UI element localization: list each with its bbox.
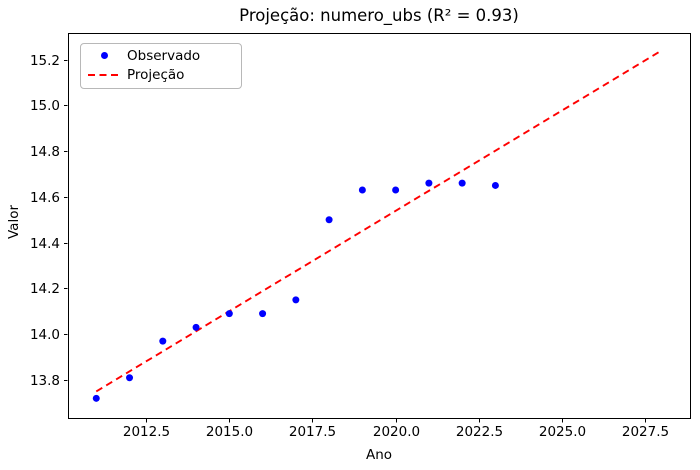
data-point [491,181,499,189]
data-point [225,310,233,318]
x-axis-label: Ano [365,447,393,463]
data-point [392,186,400,194]
data-point [458,179,466,187]
data-point [358,186,366,194]
x-tick-label: 2015.0 [206,424,253,440]
data-point [159,337,167,345]
y-tick-label: 13.8 [30,373,60,389]
x-tick-label: 2020.0 [373,424,420,440]
legend-item-observado: Observado [81,46,241,65]
data-point [325,216,333,224]
y-tick-label: 15.2 [30,53,60,69]
data-point [126,374,134,382]
projection-dash-marker [88,73,120,76]
y-tick-label: 14.0 [30,327,60,343]
observed-dot-marker [100,52,108,59]
y-tick-label: 14.8 [30,144,60,160]
legend-item-projecao: Projeção [81,65,241,84]
legend: Observado Projeção [80,43,242,89]
legend-label-observado: Observado [127,47,201,64]
legend-label-projecao: Projeção [127,66,185,83]
data-point [92,394,100,402]
x-tick-label: 2027.5 [622,424,669,440]
projection-line [95,49,663,393]
y-tick-label: 14.6 [30,190,60,206]
chart-title: Projeção: numero_ubs (R² = 0.93) [239,6,519,25]
data-point [425,179,433,187]
x-tick-label: 2012.5 [123,424,170,440]
x-tick-label: 2017.5 [289,424,336,440]
y-tick-label: 15.0 [30,98,60,114]
data-point [259,310,267,318]
y-tick-label: 14.4 [30,236,60,252]
x-tick-label: 2025.0 [539,424,586,440]
data-point [292,296,300,304]
data-point [192,323,200,331]
x-tick-label: 2022.5 [456,424,503,440]
plot-border [68,33,691,419]
y-tick-label: 14.2 [30,281,60,297]
